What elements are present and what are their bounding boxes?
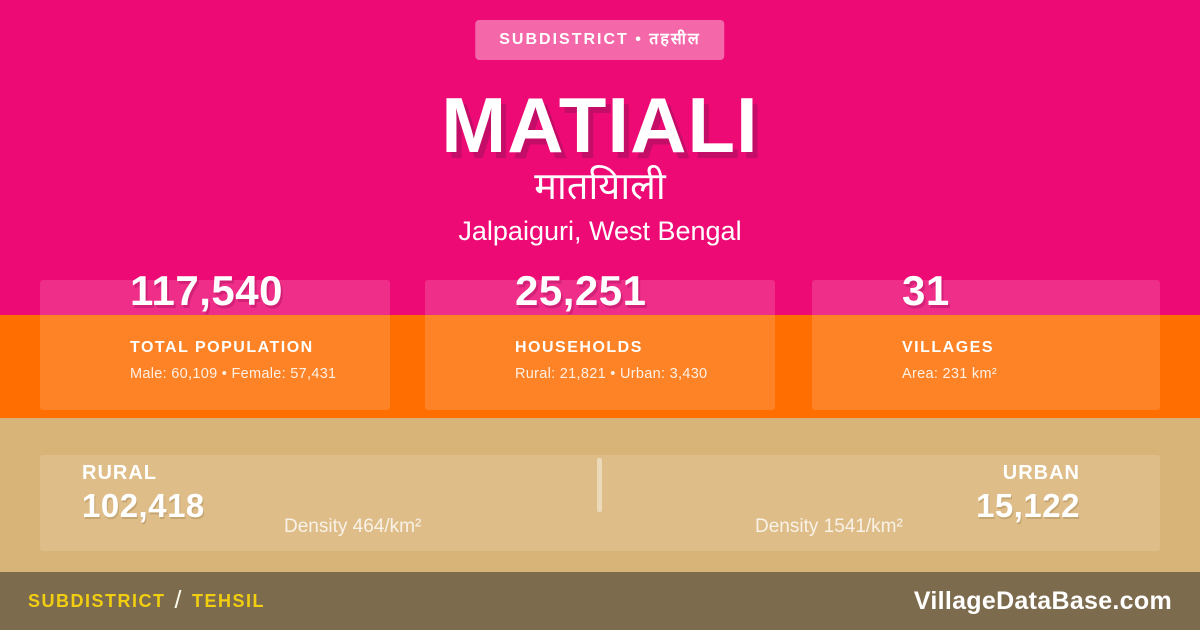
footer-bar: SUBDISTRICT / TEHSIL VillageDataBase.com [0, 572, 1200, 630]
stat-card-total-population: 117,540 TOTAL POPULATION Male: 60,109 • … [40, 270, 390, 410]
orange-band [0, 315, 1200, 418]
households-value: 25,251 [515, 267, 647, 314]
rural-stack: RURAL 102,418 [82, 462, 205, 522]
entity-type-badge-label: SUBDISTRICT • तहसील [499, 31, 701, 48]
vertical-divider [597, 458, 602, 512]
villages-detail: Area: 231 km² [902, 366, 997, 382]
rural-urban-panel: RURAL 102,418 Density 464/km² Density 15… [40, 455, 1160, 551]
urban-label: URBAN [1002, 462, 1080, 484]
households-label: HOUSEHOLDS [515, 339, 643, 356]
rural-density: Density 464/km² [284, 516, 422, 537]
entity-type-badge: SUBDISTRICT • तहसील [475, 20, 725, 60]
urban-value: 15,122 [976, 487, 1080, 524]
page-title: MATIALI [441, 81, 759, 169]
population-value: 117,540 [130, 267, 284, 314]
rural-label: RURAL [82, 462, 157, 484]
villages-value: 31 [902, 267, 950, 314]
urban-density: Density 1541/km² [755, 516, 903, 537]
villages-label: VILLAGES [902, 339, 995, 356]
rural-value: 102,418 [82, 487, 205, 524]
urban-stack: URBAN 15,122 [976, 462, 1080, 522]
footer-type-separator: / [174, 585, 183, 614]
stat-card-households: 25,251 HOUSEHOLDS Rural: 21,821 • Urban:… [425, 270, 775, 410]
households-detail: Rural: 21,821 • Urban: 3,430 [515, 366, 708, 382]
tan-band [0, 418, 1200, 572]
footer-entity-type: SUBDISTRICT / TEHSIL [28, 585, 265, 616]
stat-card-villages: 31 VILLAGES Area: 231 km² [812, 270, 1160, 410]
location-subtitle: Jalpaiguri, West Bengal [458, 216, 742, 246]
footer-type-label: SUBDISTRICT [28, 590, 166, 611]
population-detail: Male: 60,109 • Female: 57,431 [130, 366, 337, 382]
site-name: VillageDataBase.com [913, 586, 1172, 615]
population-label: TOTAL POPULATION [130, 339, 314, 356]
native-title: मातयिाली [534, 166, 666, 208]
footer-type-label-alt: TEHSIL [191, 590, 265, 611]
